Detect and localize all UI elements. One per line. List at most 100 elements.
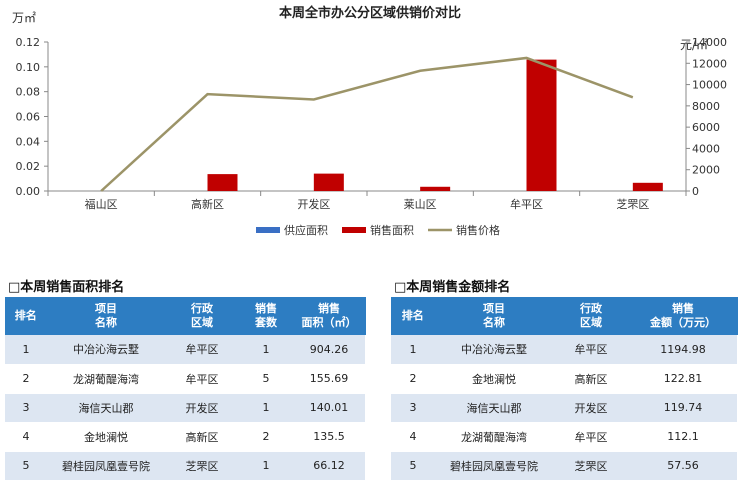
x-axis-tick-label: 开发区 xyxy=(297,197,330,211)
left-axis-unit: 万㎡ xyxy=(12,11,36,25)
column-header: 销售 金额（万元） xyxy=(629,297,738,335)
table-cell: 中冶沁海云墅 xyxy=(47,335,165,365)
plot-area: 0.00 0.02 0.04 0.06 0.08 0.10 0.12 0 2000 4000 600… xyxy=(16,36,728,211)
column-header-text: 排名 xyxy=(14,309,37,322)
table-cell: 1 xyxy=(391,335,435,365)
table-cell: 开发区 xyxy=(553,393,629,423)
table-cell: 牟平区 xyxy=(165,364,239,394)
table-cell: 高新区 xyxy=(165,422,239,452)
table-cell: 140.01 xyxy=(293,393,365,423)
column-header-text: 项目 xyxy=(483,302,505,315)
table-cell: 海信天山郡 xyxy=(435,393,553,423)
column-header: 排名 xyxy=(5,297,48,335)
bar-sales-area xyxy=(207,174,238,191)
column-header: 排名 xyxy=(391,297,436,335)
column-header-text: 名称 xyxy=(95,316,117,329)
left-axis-tick-label: 0.12 xyxy=(16,36,41,49)
table-cell: 牟平区 xyxy=(553,335,629,365)
table-cell: 2 xyxy=(391,364,435,394)
table-row: 5 碧桂园凤凰壹号院 芝罘区 57.56 xyxy=(391,451,737,481)
table-cell: 5 xyxy=(391,451,435,481)
table-cell: 1 xyxy=(5,335,47,365)
column-header-text: 销售 xyxy=(672,302,694,315)
left-axis-tick-label: 0.10 xyxy=(16,61,41,74)
left-axis-tick-label: 0.00 xyxy=(16,185,41,198)
table-cell: 2 xyxy=(239,422,293,452)
sales-amount-ranking-title: □本周销售金额排名 xyxy=(394,280,511,295)
column-header-text: 项目 xyxy=(95,302,117,315)
legend-swatch xyxy=(342,227,366,233)
table-cell: 5 xyxy=(5,451,47,481)
right-axis-tick-label: 8000 xyxy=(692,100,720,113)
sales-area-ranking-table: 排名 项目 名称 行政 区域 销售 套数 销售 面积（㎡） 1 中冶沁海云墅 牟平区 1 904.26 2… xyxy=(5,297,366,481)
bar-sales-area xyxy=(632,182,663,191)
x-axis-tick-label: 莱山区 xyxy=(404,198,437,211)
table-cell: 1194.98 xyxy=(629,335,737,365)
x-axis-tick-label: 芝罘区 xyxy=(616,198,649,211)
table-cell: 4 xyxy=(5,422,47,452)
table-cell: 2 xyxy=(5,364,47,394)
legend-label: 销售面积 xyxy=(370,223,414,237)
legend-swatch xyxy=(256,227,280,233)
table-cell: 112.1 xyxy=(629,422,737,452)
table-cell: 中冶沁海云墅 xyxy=(435,335,553,365)
table-cell: 66.12 xyxy=(293,451,365,481)
column-header-text: 区域 xyxy=(191,316,213,329)
table-row: 3 海信天山郡 开发区 119.74 xyxy=(391,393,737,423)
table-row: 5 碧桂园凤凰壹号院 芝罘区 1 66.12 xyxy=(5,451,365,481)
column-header-text: 套数 xyxy=(255,316,277,329)
x-axis-tick-label: 牟平区 xyxy=(510,197,543,211)
column-header-text: 销售 xyxy=(255,302,277,315)
line-sales-price xyxy=(100,56,634,192)
column-header: 行政 区域 xyxy=(165,297,240,335)
left-axis-tick-label: 0.08 xyxy=(16,86,41,99)
column-header-text: 行政 xyxy=(191,302,213,315)
table-cell: 5 xyxy=(239,364,293,394)
table-cell: 龙湖葡醍海湾 xyxy=(47,364,165,394)
column-header-text: 区域 xyxy=(580,316,602,329)
right-axis-tick-label: 0 xyxy=(692,185,699,198)
table-row: 2 龙湖葡醍海湾 牟平区 5 155.69 xyxy=(5,364,365,394)
table-cell: 3 xyxy=(391,393,435,423)
column-header: 销售 面积（㎡） xyxy=(293,297,366,335)
table-cell: 金地澜悦 xyxy=(47,422,165,452)
table-cell: 碧桂园凤凰壹号院 xyxy=(47,451,165,481)
table-row: 4 金地澜悦 高新区 2 135.5 xyxy=(5,422,365,452)
table-cell: 芝罘区 xyxy=(165,451,239,481)
table-cell: 3 xyxy=(5,393,47,423)
bar-sales-area xyxy=(526,59,557,191)
table-cell: 155.69 xyxy=(293,364,365,394)
table-cell: 1 xyxy=(239,335,293,365)
chart-legend: 供应面积 销售面积 销售价格 xyxy=(256,223,500,237)
table-cell: 1 xyxy=(239,393,293,423)
table-cell: 4 xyxy=(391,422,435,452)
chart-title: 本周全市办公分区域供销价对比 xyxy=(279,5,461,21)
legend-label: 供应面积 xyxy=(284,223,328,237)
table-cell: 135.5 xyxy=(293,422,365,452)
table-row: 4 龙湖葡醍海湾 牟平区 112.1 xyxy=(391,422,737,452)
right-axis-tick-label: 4000 xyxy=(692,142,720,155)
table-cell: 碧桂园凤凰壹号院 xyxy=(435,451,553,481)
table-cell: 1 xyxy=(239,451,293,481)
left-axis-tick-label: 0.06 xyxy=(16,111,41,124)
sales-area-ranking-title: □本周销售面积排名 xyxy=(8,280,125,295)
column-header: 销售 套数 xyxy=(239,297,294,335)
column-header-text: 名称 xyxy=(483,316,505,329)
right-axis-tick-label: 12000 xyxy=(692,57,727,70)
column-header-text: 行政 xyxy=(580,302,602,315)
column-header: 项目 名称 xyxy=(435,297,554,335)
table-cell: 开发区 xyxy=(165,393,239,423)
table-cell: 119.74 xyxy=(629,393,737,423)
table-cell: 122.81 xyxy=(629,364,737,394)
right-axis-tick-label: 14000 xyxy=(692,36,727,49)
table-cell: 牟平区 xyxy=(553,422,629,452)
x-axis-tick-label: 福山区 xyxy=(85,197,118,211)
table-cell: 龙湖葡醍海湾 xyxy=(435,422,553,452)
column-header: 项目 名称 xyxy=(47,297,166,335)
column-header: 行政 区域 xyxy=(553,297,630,335)
table-cell: 海信天山郡 xyxy=(47,393,165,423)
table-row: 1 中冶沁海云墅 牟平区 1194.98 xyxy=(391,335,737,365)
sales-amount-ranking-table: 排名 项目 名称 行政 区域 销售 金额（万元） 1 中冶沁海云墅 牟平区 1194.98 2 金地澜… xyxy=(391,297,738,481)
left-axis-tick-label: 0.04 xyxy=(16,135,41,148)
column-header-text: 金额（万元） xyxy=(650,316,716,329)
